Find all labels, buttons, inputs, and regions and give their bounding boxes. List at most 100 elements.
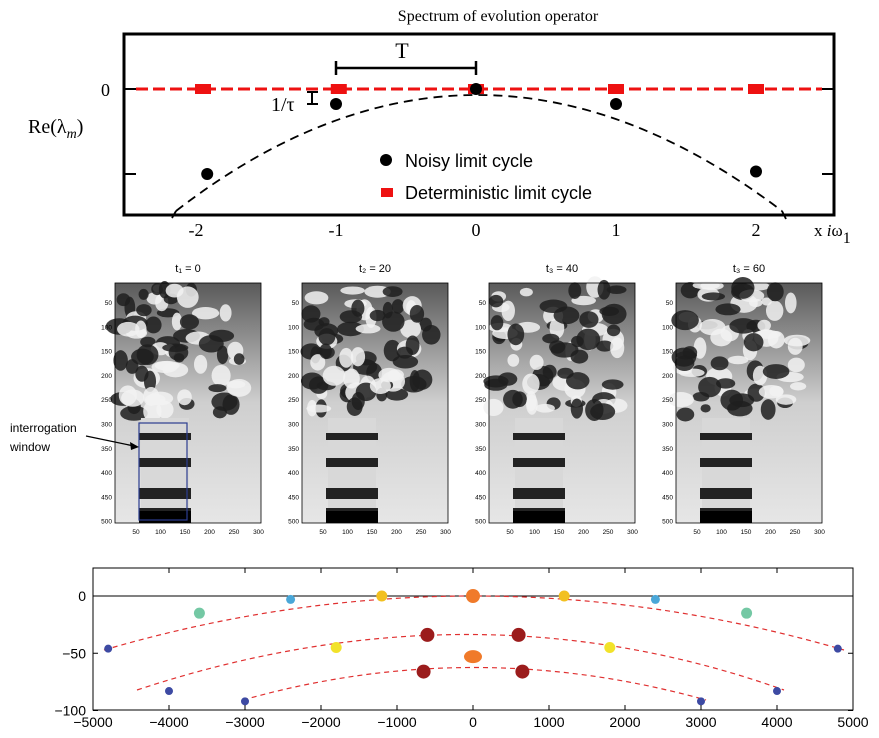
plume-blob <box>177 389 192 406</box>
snapshot-y-tick-1: 100 <box>475 324 486 331</box>
noisy-point-0 <box>201 168 214 180</box>
y-tick-label-0: 0 <box>101 80 110 100</box>
eigenvalue-point-13 <box>464 650 482 664</box>
snapshot-x-tick-1: 100 <box>529 529 540 536</box>
interrogation-arrow-head <box>130 442 139 450</box>
eigenvalue-marks <box>104 589 842 706</box>
eigenvalue-point-6 <box>741 607 753 619</box>
eigenvalue-point-4 <box>650 594 660 604</box>
plume-blob <box>216 345 229 365</box>
plume-blob <box>125 359 139 374</box>
plume-blob <box>529 354 544 370</box>
interrogation-label-line2: window <box>9 440 50 454</box>
x-tick-label-8: 3000 <box>685 714 716 730</box>
deterministic-point-1 <box>330 84 347 94</box>
snapshot-y-tick-9: 500 <box>288 519 299 526</box>
spectrum-marks <box>195 83 764 180</box>
y-tick-label-0: 0 <box>78 588 86 604</box>
eigenvalue-point-14 <box>165 687 173 696</box>
snapshot-y-tick-3: 200 <box>288 373 299 380</box>
snapshot-x-tick-1: 100 <box>342 529 353 536</box>
plume-blob <box>526 394 538 415</box>
plume-blob <box>766 282 784 302</box>
plume-blob <box>351 391 365 410</box>
noisy-point-3 <box>610 98 622 110</box>
plume-blob <box>176 286 199 308</box>
eigenvalue-point-19 <box>697 697 705 706</box>
plume-blob <box>775 394 797 405</box>
snapshot-x-tick-3: 200 <box>391 529 402 536</box>
plume-blob <box>710 328 733 347</box>
snapshot-label-0: t₁ = 0 <box>175 263 200 275</box>
jet-band <box>700 488 752 499</box>
eigenvalue-point-8 <box>833 644 842 653</box>
snapshot-x-tick-5: 300 <box>253 529 264 536</box>
plume-blob <box>226 379 252 397</box>
snapshot-y-tick-7: 400 <box>288 470 299 477</box>
plume-blob <box>710 356 729 371</box>
plume-blob <box>306 404 332 413</box>
snapshot-y-tick-0: 50 <box>292 300 300 307</box>
x-tick-label-6: 1000 <box>533 714 564 730</box>
plume-blob <box>590 403 616 421</box>
x-tick-label-2: 0 <box>472 220 481 240</box>
snapshot-y-tick-3: 200 <box>101 373 112 380</box>
spectrum-legend: Noisy limit cycle Deterministic limit cy… <box>380 151 592 203</box>
plume-blob <box>566 372 590 390</box>
plume-blob <box>599 306 620 316</box>
arc-inner <box>242 666 707 701</box>
plume-blob <box>387 369 404 381</box>
x-tick-label-1: -1 <box>329 220 344 240</box>
snapshot-x-tick-3: 200 <box>578 529 589 536</box>
plume-blob <box>135 365 149 382</box>
snapshot-y-tick-8: 450 <box>475 494 486 501</box>
plume-blob <box>211 364 231 387</box>
plume-blob <box>715 303 741 316</box>
plume-blob <box>507 353 520 367</box>
parabola-tail-right <box>781 210 787 220</box>
plume-blob <box>138 288 149 300</box>
jet-band <box>700 433 752 440</box>
x-tick-label-3: 1 <box>612 220 621 240</box>
snapshot-y-tick-6: 350 <box>288 446 299 453</box>
plume-blob <box>117 321 140 337</box>
noisy-point-4 <box>750 165 762 178</box>
snapshot-panel-2: t₃ = 40 50 100 150 200 250 300 350 400 450 500 50 10… <box>475 263 638 536</box>
snapshot-panels: t₁ = 0 50 100 150 200 250 300 350 400 450 500 50 100… <box>101 263 825 536</box>
plume-blob <box>483 398 504 416</box>
snapshot-plume-2 <box>483 276 628 421</box>
plume-blob <box>731 277 755 299</box>
deterministic-point-3 <box>608 84 624 94</box>
tau-label: 1/τ <box>271 94 295 116</box>
plume-blob <box>762 364 790 379</box>
snapshot-plume-1 <box>300 285 441 418</box>
eigenvalue-ticks: −5000 −4000 −3000 −2000 −1000 0 1000 2000 3000 40… <box>54 568 869 730</box>
nozzle-3 <box>700 511 752 523</box>
snapshot-x-tick-0: 50 <box>506 529 514 536</box>
plume-blob <box>606 285 627 295</box>
snapshot-y-tick-9: 500 <box>475 519 486 526</box>
parabola-tail-left <box>171 210 177 219</box>
snapshot-x-tick-1: 100 <box>716 529 727 536</box>
plume-blob <box>610 337 625 359</box>
plume-blob <box>765 300 784 321</box>
plume-blob <box>698 376 722 398</box>
nozzle-0 <box>139 511 191 523</box>
snapshot-x-tick-3: 200 <box>204 529 215 536</box>
spectrum-title: Spectrum of evolution operator <box>398 8 599 25</box>
snapshot-panel-3: t₃ = 60 50 100 150 200 250 300 350 400 450 500 50 10… <box>662 263 825 536</box>
plume-blob <box>700 281 724 291</box>
legend-label-noisy: Noisy limit cycle <box>405 151 533 171</box>
plume-blob <box>757 319 771 332</box>
snapshot-y-tick-7: 400 <box>101 470 112 477</box>
jet-band <box>513 433 565 440</box>
plume-blob <box>568 282 582 299</box>
plume-blob <box>535 403 555 413</box>
plume-blob <box>193 354 208 374</box>
plume-blob <box>743 333 764 352</box>
eigenvalue-point-15 <box>773 687 781 696</box>
plume-blob <box>339 347 354 368</box>
plume-blob <box>601 379 624 390</box>
plume-blob <box>785 292 797 314</box>
